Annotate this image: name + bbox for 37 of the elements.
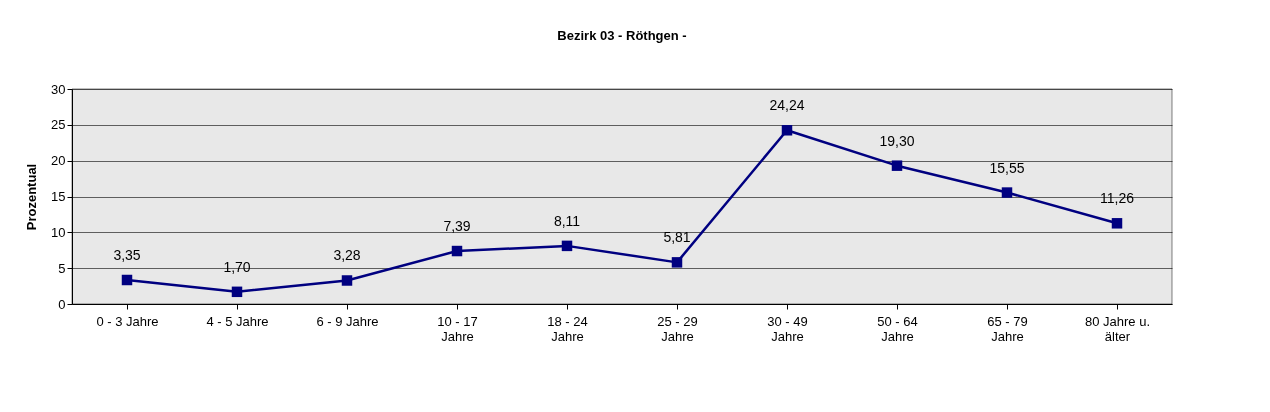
point [891,160,903,171]
x-tick-label: 10 - 17 Jahre [437,313,478,344]
x-tick-label: 25 - 29 Jahre [657,313,698,344]
y-tick-label: 10 [51,224,66,240]
x-tick-label: 50 - 64 Jahre [877,313,918,344]
data-label: 7,39 [443,218,471,235]
y-tick-label: 5 [58,260,66,276]
data-label: 19,30 [879,132,915,149]
x-tick-label: 80 Jahre u. älter [1084,313,1151,344]
point [341,275,353,286]
x-tick-label: 65 - 79 Jahre [987,313,1028,344]
data-label: 3,28 [333,247,361,264]
point [1001,187,1013,198]
chart-title: Bezirk 03 - Röthgen - [557,28,687,43]
x-tick-label: 0 - 3 Jahre [96,313,159,329]
y-tick-label: 25 [51,117,66,133]
point [451,245,463,257]
data-label: 15,55 [989,159,1025,176]
x-tick-label: 18 - 24 Jahre [547,313,588,344]
y-tick-label: 0 [58,296,66,312]
x-tick-label: 4 - 5 Jahre [206,313,269,329]
y-axis-title: Prozentual [24,163,40,231]
point [121,274,133,286]
point [781,125,793,136]
point [1111,218,1123,229]
point [561,240,573,252]
data-label: 24,24 [769,97,805,114]
x-tick-label: 6 - 9 Jahre [316,313,379,329]
data-label: 8,11 [553,212,581,229]
y-tick-label: 20 [51,153,66,169]
y-tick-label: 15 [51,189,66,204]
data-label: 3,35 [113,246,141,263]
x-tick-label: 30 - 49 Jahre [767,313,808,344]
point [231,286,243,298]
y-tick-label: 30 [51,81,66,97]
point [671,257,683,268]
data-label: 5,81 [663,229,691,246]
